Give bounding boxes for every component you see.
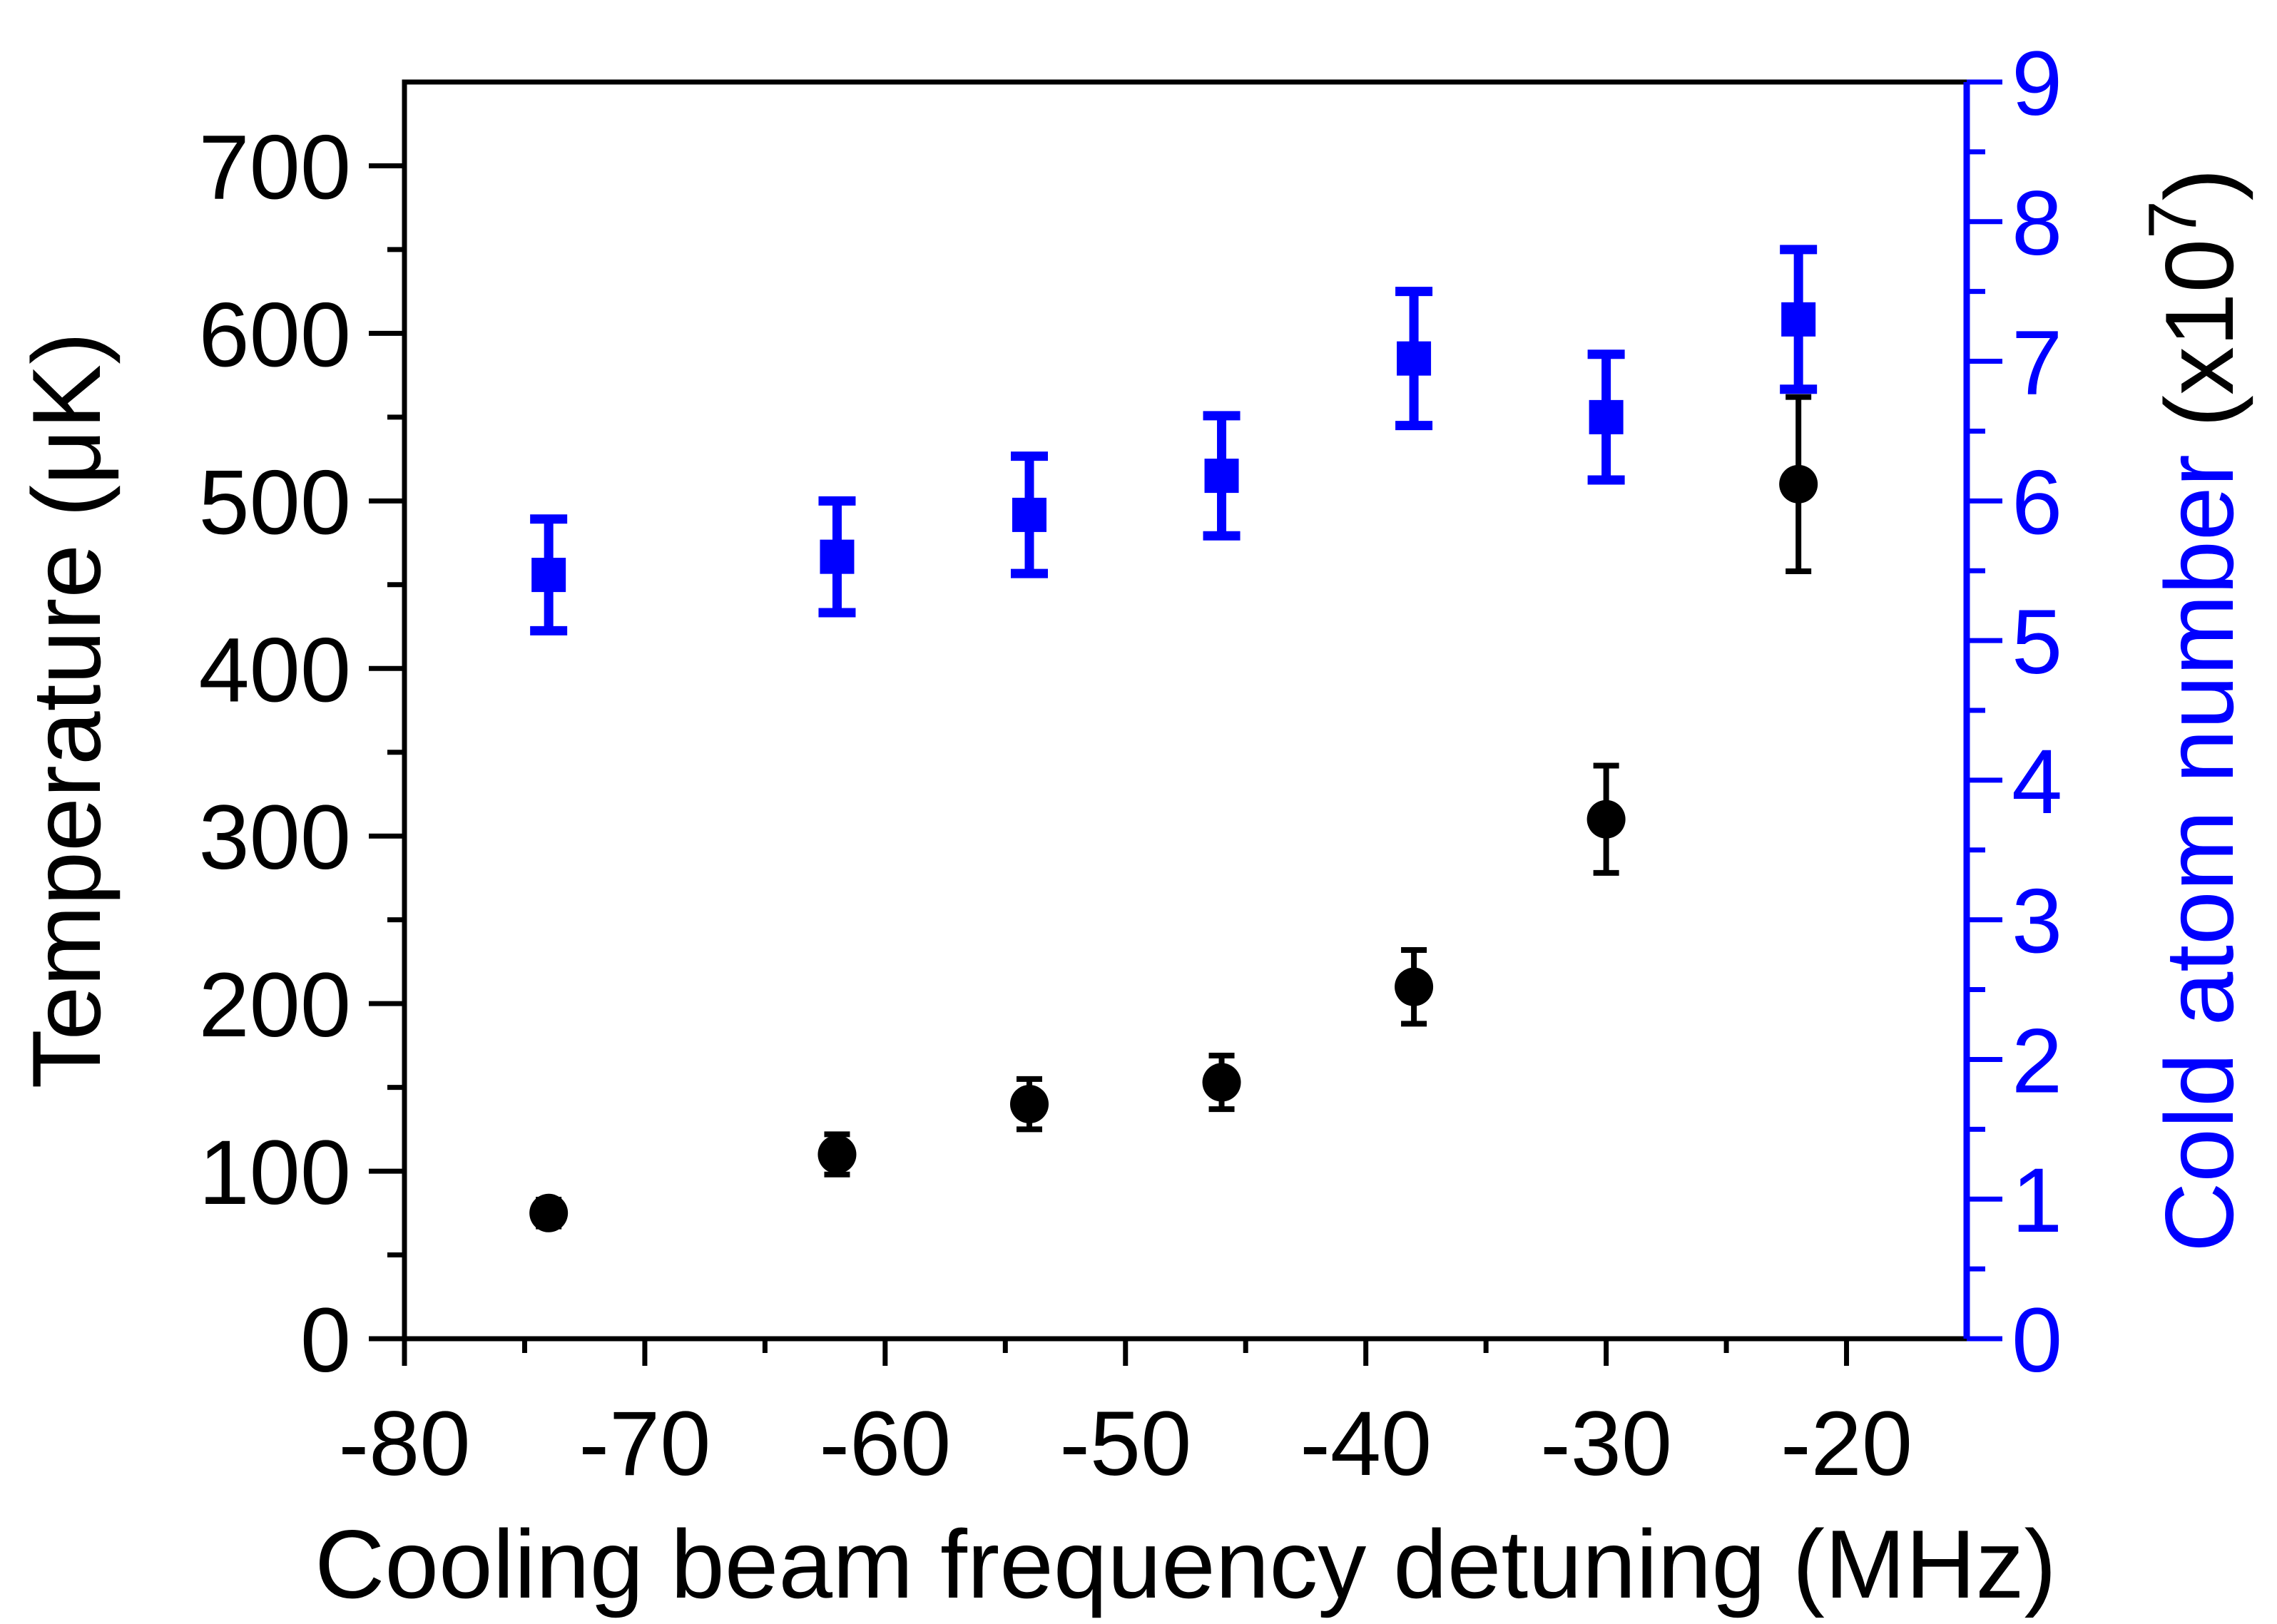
series-temperature [529,394,1818,1232]
series-layer [529,245,1818,1232]
y-left-tick-label: 400 [198,619,351,721]
x-tick-label: -40 [1300,1393,1432,1495]
data-point-circle [817,1135,857,1174]
y-left-tick-label: 300 [198,787,351,889]
x-tick-label: -20 [1781,1393,1912,1495]
y-left-axis: 0 100 200 300 400 500 600 700 [198,116,404,1391]
data-point-square [1397,341,1432,376]
data-point-circle [1202,1063,1241,1102]
y-right-label-paren: (x10 [2145,239,2253,428]
data-point-circle [1779,464,1818,504]
data-point-square [1204,459,1239,494]
x-axis: -80 -70 -60 -50 -40 -30 -20 [339,1339,1912,1495]
y-right-tick-label: 7 [2012,312,2062,414]
x-tick-label: -70 [579,1393,710,1495]
y-right-axis-label: Cold atom number (x107) [2134,168,2253,1252]
data-point-square [531,558,566,593]
y-right-tick-label: 2 [2012,1010,2062,1112]
y-right-tick-label: 9 [2012,33,2062,135]
y-left-tick-label: 500 [198,451,351,553]
data-point-square [1012,497,1046,532]
data-point-circle [529,1193,569,1232]
y-right-tick-label: 4 [2012,731,2062,833]
series-cold-atom-number [530,245,1818,635]
y-right-label-main: Cold atom number [2145,427,2253,1252]
y-right-tick-label: 8 [2012,173,2062,275]
y-right-tick-label: 0 [2012,1290,2062,1391]
y-left-tick-label: 700 [198,116,351,218]
data-point-circle [1010,1085,1049,1124]
x-tick-label: -50 [1059,1393,1191,1495]
x-tick-label: -30 [1540,1393,1672,1495]
y-right-label-close: ) [2145,168,2253,200]
y-right-axis: 0 1 2 3 4 5 6 7 8 9 [1963,33,2062,1391]
y-right-label-exponent: 7 [2134,200,2211,238]
x-tick-label: -60 [819,1393,951,1495]
data-point-square [1589,399,1624,434]
plot-frame [402,79,1970,1342]
y-left-tick-label: 600 [198,284,351,386]
y-right-tick-label: 5 [2012,591,2062,693]
x-axis-label: Cooling beam frequency detuning (MHz) [315,1510,2057,1618]
data-point-circle [1586,800,1626,839]
data-point-square [820,539,855,574]
y-left-tick-label: 0 [300,1290,351,1391]
x-tick-label: -80 [339,1393,471,1495]
data-point-circle [1395,967,1434,1006]
y-left-axis-label: Temperature (μK) [12,332,121,1089]
y-left-tick-label: 100 [198,1122,351,1224]
y-right-tick-label: 3 [2012,871,2062,973]
data-point-square [1781,302,1816,337]
y-left-tick-label: 200 [198,954,351,1056]
y-right-tick-label: 1 [2012,1150,2062,1252]
y-right-tick-label: 6 [2012,451,2062,553]
